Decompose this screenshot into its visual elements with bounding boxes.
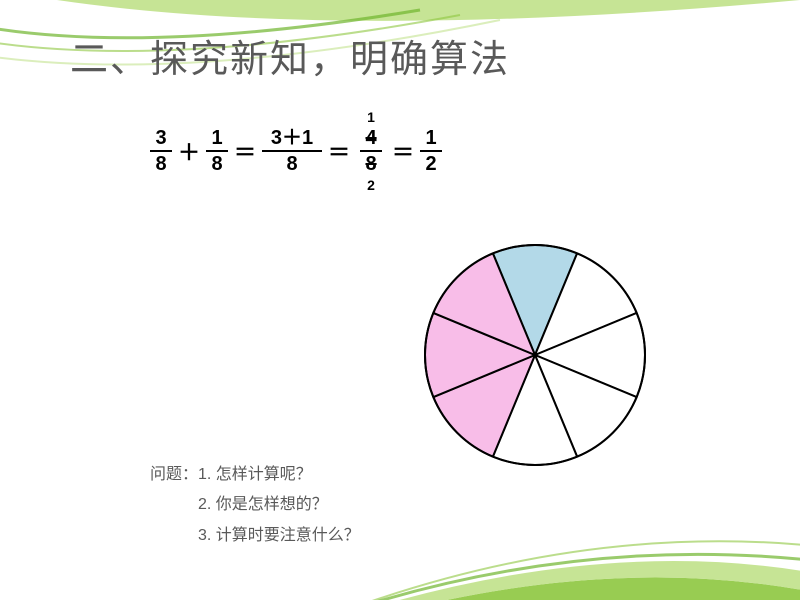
- fraction-2: 1 8: [206, 128, 228, 174]
- equals-3: ＝: [392, 135, 414, 167]
- fraction-pie-chart: [420, 240, 650, 475]
- simplify-denominator-annot: 2: [367, 178, 375, 192]
- question-1: 1. 怎样计算呢？: [198, 466, 312, 483]
- background-decoration: [0, 0, 800, 600]
- equals-2: ＝: [328, 135, 350, 167]
- question-3: 3. 计算时要注意什么？: [150, 521, 360, 551]
- fraction-4-reducible: 1 4 8 2: [360, 128, 382, 174]
- plus-operator: ＋: [178, 135, 200, 167]
- fraction-3: 3＋1 8: [262, 128, 322, 174]
- fraction-equation: 3 8 ＋ 1 8 ＝ 3＋1 8 ＝ 1 4 8 2 ＝ 1 2: [150, 128, 442, 174]
- questions-block: 问题：1. 怎样计算呢？ 2. 你是怎样想的？ 3. 计算时要注意什么？: [150, 460, 360, 551]
- question-2: 2. 你是怎样想的？: [150, 490, 360, 520]
- fraction-5: 1 2: [420, 128, 442, 174]
- equals-1: ＝: [234, 135, 256, 167]
- section-heading: 二、探究新知，明确算法: [70, 28, 510, 83]
- fraction-1: 3 8: [150, 128, 172, 174]
- questions-label: 问题：: [150, 460, 198, 490]
- simplify-numerator-annot: 1: [367, 110, 375, 124]
